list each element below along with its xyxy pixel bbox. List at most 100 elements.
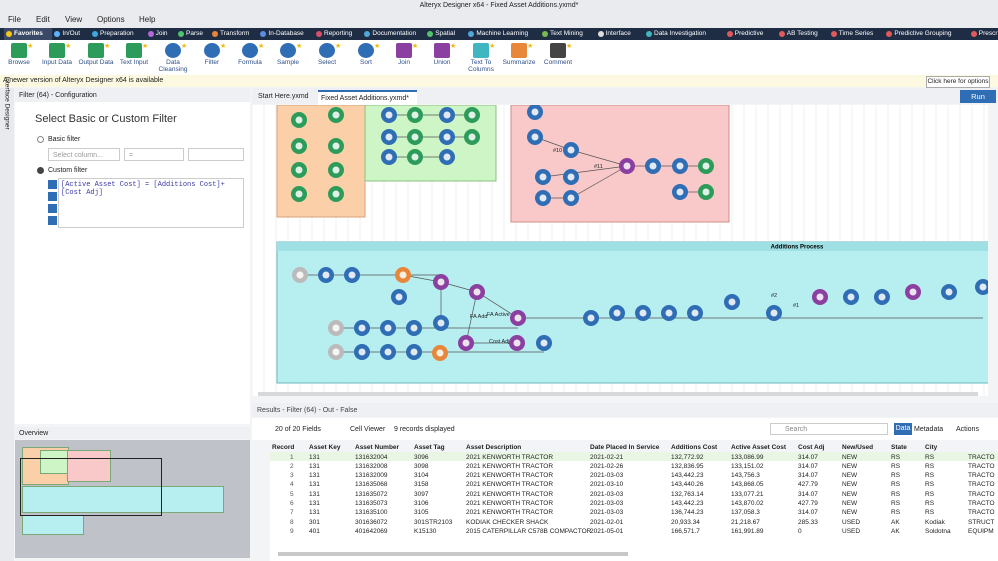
ribbon-tab[interactable]: In-Database	[268, 30, 304, 37]
column-header[interactable]: Additions Cost	[671, 444, 718, 451]
menu-item[interactable]: File	[8, 15, 21, 24]
tool-icon[interactable]	[358, 43, 374, 58]
expression-button[interactable]	[48, 204, 57, 213]
tool-node-glyph	[385, 133, 393, 141]
ribbon-tab[interactable]: Parse	[186, 30, 203, 37]
tool-icon[interactable]	[319, 43, 335, 58]
ribbon-tab[interactable]: AB Testing	[786, 30, 818, 37]
ribbon-tab[interactable]: Predictive Grouping	[894, 30, 952, 37]
ribbon-tab[interactable]: Text Mining	[550, 30, 583, 37]
tool-label[interactable]: Output Data	[78, 59, 114, 66]
tool-node-glyph	[649, 162, 657, 170]
ribbon-tab[interactable]: Time Series	[838, 30, 874, 37]
column-header[interactable]: State	[891, 444, 907, 451]
data-button[interactable]: Data	[894, 423, 912, 435]
menu-item[interactable]: Options	[97, 15, 125, 24]
tool-label[interactable]: Text Input	[119, 59, 149, 66]
ribbon-tab[interactable]: Favorites	[4, 28, 53, 40]
tool-icon[interactable]	[242, 43, 258, 58]
tool-node-glyph	[295, 190, 303, 198]
ribbon-tab[interactable]: In/Out	[62, 30, 81, 37]
tool-label[interactable]: Input Data	[42, 59, 72, 66]
tool-icon[interactable]	[126, 43, 142, 58]
tool-node-glyph	[332, 142, 340, 150]
tool-label[interactable]: Browse	[8, 59, 30, 66]
ribbon-tab[interactable]: Data Investigation	[654, 30, 707, 37]
tool-icon[interactable]	[88, 43, 104, 58]
tool-label[interactable]: Sample	[276, 59, 300, 66]
tool-label[interactable]: Sort	[360, 59, 372, 66]
tool-icon[interactable]	[204, 43, 220, 58]
workflow-canvas[interactable]: Additions Process #10 #11 #2 #1 FA Add FA Acti…	[252, 105, 988, 396]
ribbon-tab[interactable]: Preparation	[100, 30, 134, 37]
column-header[interactable]: Asset Tag	[414, 444, 445, 451]
tool-icon[interactable]	[165, 43, 181, 58]
radio-label[interactable]: Basic filter	[48, 136, 81, 143]
ribbon-tab[interactable]: Interface	[605, 30, 631, 37]
tool-label[interactable]: Filter	[204, 59, 220, 66]
menu-item[interactable]: Edit	[36, 15, 50, 24]
ribbon-tab[interactable]: Spatial	[435, 30, 456, 37]
expression-button[interactable]	[48, 192, 57, 201]
config-title: Filter (64) - Configuration	[19, 92, 97, 99]
tool-label[interactable]: Formula	[238, 59, 262, 66]
tool-icon[interactable]	[434, 43, 450, 58]
tool-icon[interactable]	[280, 43, 296, 58]
tool-label[interactable]: Union	[433, 59, 451, 66]
viewer-dropdown[interactable]: Cell Viewer	[350, 426, 386, 433]
column-header[interactable]: New/Used	[842, 444, 874, 451]
title-bar	[0, 0, 998, 12]
ribbon-tab[interactable]: Transform	[220, 30, 250, 37]
tool-label[interactable]: Text To Columns	[468, 59, 494, 73]
fields-dropdown[interactable]: 20 of 20 Fields	[275, 426, 321, 433]
radio[interactable]	[37, 136, 44, 143]
expression-button[interactable]	[48, 216, 57, 225]
expression-button[interactable]	[48, 180, 57, 189]
side-tab[interactable]: Interface Designer	[3, 76, 11, 130]
metadata-button[interactable]: Metadata	[914, 426, 944, 433]
tool-label[interactable]: Summarize	[502, 59, 536, 66]
radio-selected[interactable]	[37, 167, 44, 174]
column-header[interactable]: Cost Adj	[798, 444, 825, 451]
tool-icon[interactable]	[550, 43, 566, 58]
tool-node-glyph	[443, 133, 451, 141]
radio-label[interactable]: Custom filter	[48, 167, 88, 174]
tool-icon[interactable]	[511, 43, 527, 58]
ribbon-tab[interactable]: Join	[155, 30, 168, 37]
actions-dropdown[interactable]: Actions	[956, 426, 979, 433]
tool-label[interactable]: Comment	[543, 59, 573, 66]
column-header[interactable]: Asset Description	[466, 444, 522, 451]
tool-icon[interactable]	[473, 43, 489, 58]
tool-icon[interactable]	[396, 43, 412, 58]
operator-select[interactable]: =	[124, 148, 184, 161]
tool-label[interactable]: Select	[317, 59, 337, 66]
ribbon-tab[interactable]: Reporting	[324, 30, 353, 37]
column-select[interactable]: Select column...	[48, 148, 120, 161]
canvas-tab[interactable]: Start Here.yxmd	[258, 93, 309, 100]
tool-label[interactable]: Join	[398, 59, 410, 66]
column-header[interactable]: Date Placed In Service	[590, 444, 660, 451]
expression-editor[interactable]: [Active Asset Cost] = [Additions Cost]+[…	[58, 178, 244, 228]
overview-viewport[interactable]	[20, 458, 162, 516]
tool-icon[interactable]	[11, 43, 27, 58]
column-header[interactable]: Record	[272, 444, 295, 451]
ribbon-tab[interactable]: Documentation	[372, 30, 417, 37]
notice-button[interactable]: Click here for options	[926, 76, 990, 88]
column-header[interactable]: City	[925, 444, 938, 451]
menu-item[interactable]: Help	[139, 15, 156, 24]
tab-icon	[597, 31, 604, 37]
ribbon-tab[interactable]: Prescripti	[978, 30, 998, 37]
value-input[interactable]	[188, 148, 244, 161]
column-header[interactable]: Active Asset Cost	[731, 444, 787, 451]
ribbon-tab[interactable]: Machine Learning	[476, 30, 529, 37]
canvas-tab[interactable]: Fixed Asset Additions.yxmd*	[318, 90, 417, 106]
tool-icon[interactable]	[49, 43, 65, 58]
table-cell: RS	[925, 462, 935, 470]
column-header[interactable]: Asset Number	[355, 444, 400, 451]
column-header[interactable]: Asset Key	[309, 444, 341, 451]
tool-label[interactable]: Data Cleansing	[158, 59, 188, 73]
ribbon-tab[interactable]: Predictive	[734, 30, 764, 37]
results-search[interactable]: Search	[770, 423, 888, 435]
menu-item[interactable]: View	[65, 15, 83, 24]
run-button[interactable]: Run	[960, 90, 996, 103]
